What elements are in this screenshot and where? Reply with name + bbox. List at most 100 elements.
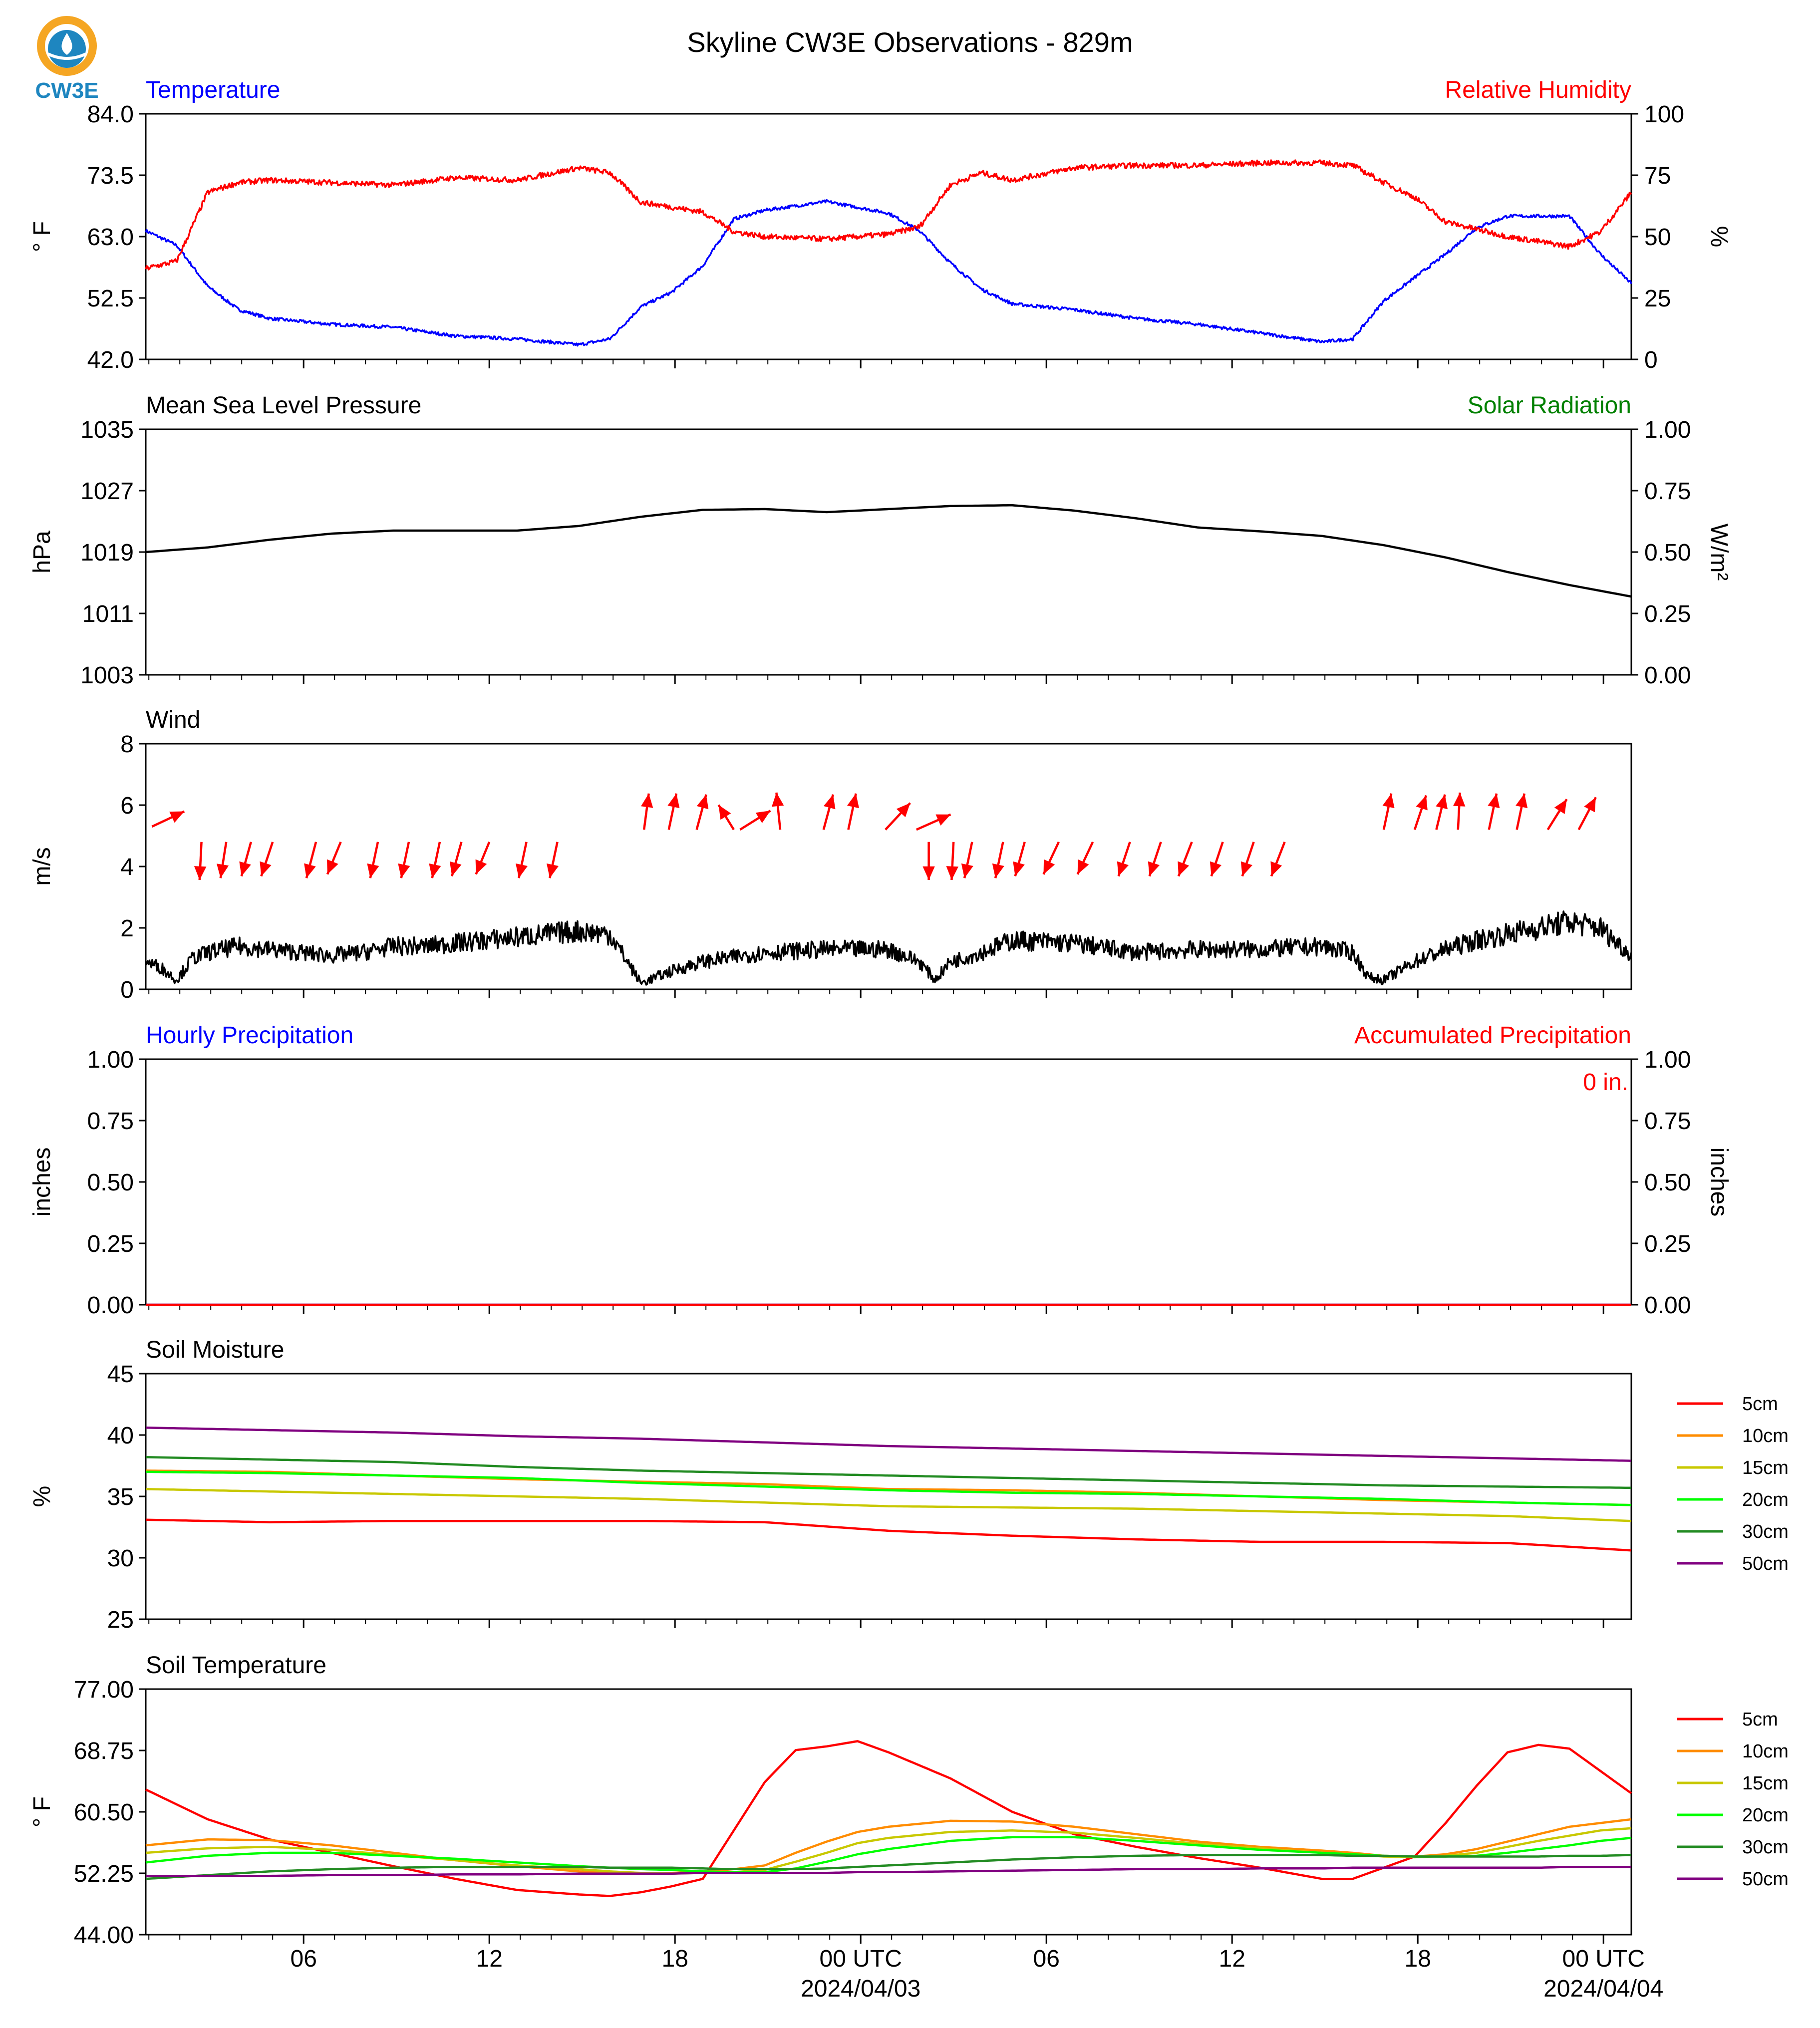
wind-arrow-head xyxy=(772,792,784,807)
panel-title: Temperature xyxy=(146,77,280,103)
y2-tick-label: 50 xyxy=(1644,224,1671,251)
wind-arrow-head xyxy=(260,861,272,876)
y-tick-label: 1003 xyxy=(80,662,134,689)
wind-arrow-head xyxy=(641,793,653,808)
wind-arrow-head xyxy=(1453,792,1466,807)
x-tick-label: 18 xyxy=(1405,1946,1431,1972)
y2-tick-label: 0.00 xyxy=(1644,1292,1691,1319)
y2-axis-label: % xyxy=(1706,226,1732,248)
panel-right-title: Relative Humidity xyxy=(1445,77,1631,103)
legend-label: 20cm xyxy=(1742,1489,1789,1510)
y-tick-label: 0 xyxy=(120,977,134,1003)
y2-tick-label: 100 xyxy=(1644,101,1684,128)
y-tick-label: 68.75 xyxy=(74,1738,134,1764)
series-line-relative-humidity xyxy=(145,159,1632,271)
x-date-label: 2024/04/03 xyxy=(801,1976,920,2002)
y-tick-label: 4 xyxy=(120,854,134,880)
y2-tick-label: 75 xyxy=(1644,163,1671,189)
y-tick-label: 1027 xyxy=(80,478,134,505)
series-line-15cm xyxy=(145,1487,1632,1522)
panel-right-title: Accumulated Precipitation xyxy=(1354,1022,1631,1049)
logo-wave xyxy=(47,52,87,60)
legend-label: 30cm xyxy=(1742,1837,1789,1858)
legend-label: 50cm xyxy=(1742,1869,1789,1890)
wind-arrow-head xyxy=(367,863,379,878)
series-line-50cm xyxy=(146,1866,1631,1877)
panel-title: Soil Moisture xyxy=(146,1337,284,1363)
y-tick-label: 1035 xyxy=(80,417,134,443)
y2-tick-label: 0.25 xyxy=(1644,601,1691,627)
wind-arrow-head xyxy=(922,866,935,880)
series-line-20cm xyxy=(145,1470,1632,1506)
y-tick-label: 77.00 xyxy=(74,1677,134,1703)
wind-arrow-head xyxy=(1240,861,1252,876)
wind-arrow-head xyxy=(1554,799,1567,814)
series-line-temperature xyxy=(145,199,1632,347)
wind-arrow-head xyxy=(992,863,1004,878)
wind-arrow-head xyxy=(823,794,836,810)
panel-title: Wind xyxy=(146,707,200,733)
panel-frame xyxy=(145,113,1632,360)
wind-arrow-head xyxy=(239,861,251,876)
series-line-30cm xyxy=(145,1456,1632,1489)
y-tick-label: 45 xyxy=(107,1361,134,1388)
wind-arrow-head xyxy=(1382,793,1395,809)
series-line-30cm xyxy=(145,1854,1632,1880)
y-tick-label: 8 xyxy=(120,731,134,758)
y-axis-label: ° F xyxy=(29,221,55,252)
wind-arrow-head xyxy=(429,863,441,878)
panel-title: Mean Sea Level Pressure xyxy=(146,392,421,419)
series-line-wind xyxy=(145,910,1632,986)
wind-arrow-head xyxy=(1436,794,1448,810)
y-tick-label: 25 xyxy=(107,1607,134,1633)
x-tick-label: 06 xyxy=(291,1946,317,1972)
panel-title: Soil Temperature xyxy=(146,1652,326,1679)
logo-sun-ring xyxy=(37,16,97,76)
wind-arrow-head xyxy=(1516,793,1528,809)
y2-tick-label: 1.00 xyxy=(1644,417,1691,443)
panel-frame xyxy=(145,1688,1632,1936)
legend-label: 10cm xyxy=(1742,1426,1789,1447)
y-tick-label: 42.0 xyxy=(87,347,134,373)
x-tick-label: 12 xyxy=(1219,1946,1245,1972)
y2-tick-label: 0.00 xyxy=(1644,662,1691,689)
legend-label: 5cm xyxy=(1742,1709,1778,1730)
wind-arrow-head xyxy=(1416,795,1428,811)
wind-arrow-head xyxy=(304,863,316,878)
wind-arrow-head xyxy=(475,859,487,874)
panel-frame xyxy=(145,1058,1632,1306)
y2-tick-label: 0.25 xyxy=(1644,1231,1691,1257)
y-tick-label: 6 xyxy=(120,793,134,819)
legend-label: 20cm xyxy=(1742,1805,1789,1826)
accumulated-total-label: 0 in. xyxy=(1583,1069,1628,1096)
legend-label: 30cm xyxy=(1742,1521,1789,1542)
wind-arrow-head xyxy=(1148,861,1160,876)
panel-title: Hourly Precipitation xyxy=(146,1022,353,1049)
x-tick-label: 00 UTC xyxy=(1562,1946,1645,1972)
y-tick-label: 52.5 xyxy=(87,286,134,312)
logo-drop xyxy=(61,33,72,55)
wind-arrow-head xyxy=(1077,859,1089,874)
legend-label: 15cm xyxy=(1742,1457,1789,1478)
legend-label: 15cm xyxy=(1742,1773,1789,1794)
wind-arrow-head xyxy=(896,803,910,818)
wind-arrow-head xyxy=(1488,793,1500,809)
y-axis-label: % xyxy=(29,1486,55,1507)
panel-right-title: Solar Radiation xyxy=(1468,392,1631,419)
wind-arrow-head xyxy=(547,863,559,878)
y2-tick-label: 0.50 xyxy=(1644,1169,1691,1196)
series-line-mean-sea-level-pressure xyxy=(145,504,1632,598)
y-tick-label: 1019 xyxy=(80,540,134,566)
y2-tick-label: 0.75 xyxy=(1644,1108,1691,1135)
y-tick-label: 2 xyxy=(120,915,134,942)
wind-arrow-head xyxy=(1210,861,1221,876)
y-axis-label: hPa xyxy=(29,531,55,574)
y2-tick-label: 0.50 xyxy=(1644,540,1691,566)
y-tick-label: 30 xyxy=(107,1545,134,1572)
y-tick-label: 60.50 xyxy=(74,1799,134,1826)
logo-text: CW3E xyxy=(35,78,98,103)
wind-arrow-head xyxy=(847,793,859,809)
